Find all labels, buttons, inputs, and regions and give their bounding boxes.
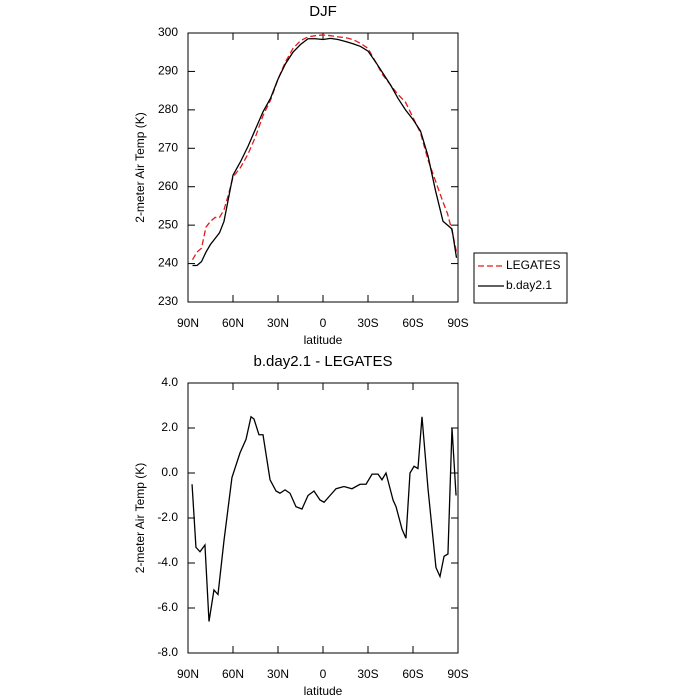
y-tick-label: 4.0 [161,375,178,389]
legend-label: LEGATES [506,258,560,272]
x-tick-label: 30S [357,667,378,681]
x-tick-label: 90N [177,316,199,330]
x-tick-label: 90S [447,667,468,681]
x-tick-label: 30N [267,667,289,681]
x-tick-label: 90N [177,667,199,681]
x-tick-label: 30N [267,316,289,330]
plot-frame [187,382,459,654]
x-tick-label: 0 [320,667,327,681]
y-tick-label: 290 [158,64,178,78]
plot-frame [187,32,459,303]
series-line [191,34,458,261]
x-tick-label: 30S [357,316,378,330]
x-tick-label: 60N [222,667,244,681]
legend-label: b.day2.1 [506,278,552,292]
x-axis-label: latitude [304,333,343,347]
x-axis-label: latitude [304,684,343,698]
x-tick-label: 60S [402,316,423,330]
x-tick-label: 90S [447,316,468,330]
y-tick-label: 0.0 [161,465,178,479]
y-tick-label: 230 [158,294,178,308]
y-tick-label: 280 [158,102,178,116]
y-tick-label: 2.0 [161,420,178,434]
chart-title: b.day2.1 - LEGATES [254,353,393,370]
x-tick-label: 0 [320,316,327,330]
y-tick-label: -4.0 [157,555,178,569]
x-tick-label: 60N [222,316,244,330]
y-axis-label: 2-meter Air Temp (K) [133,463,147,573]
y-tick-label: 250 [158,217,178,231]
y-tick-label: -6.0 [157,600,178,614]
y-tick-label: 260 [158,179,178,193]
series-line [191,415,457,622]
y-axis-label: 2-meter Air Temp (K) [133,112,147,222]
chart-title: DJF [309,3,337,20]
y-tick-label: 300 [158,25,178,39]
y-tick-label: 240 [158,256,178,270]
x-tick-label: 60S [402,667,423,681]
legend-box [473,252,568,304]
series-line [192,37,458,267]
y-tick-label: 270 [158,140,178,154]
y-tick-label: -8.0 [157,645,178,659]
y-tick-label: -2.0 [157,510,178,524]
